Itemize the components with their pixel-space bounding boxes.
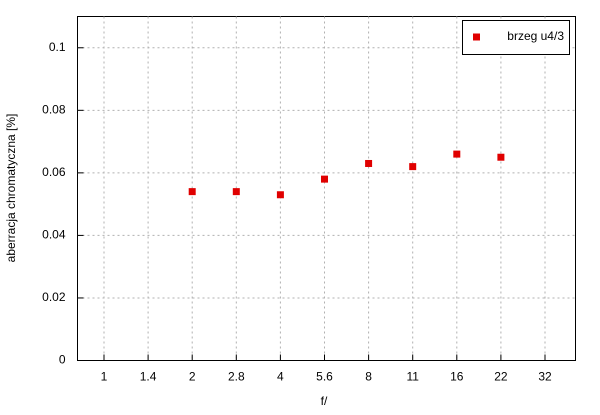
x-tick-label: 8 [365,370,372,384]
x-tick-label: 22 [494,370,508,384]
x-axis-label: f/ [321,394,328,408]
y-tick-label: 0.06 [42,165,66,179]
x-tick-label: 5.6 [316,370,333,384]
legend-marker [473,33,480,41]
point [365,159,373,167]
y-tick-label: 0.08 [42,102,66,116]
y-tick-label: 0 [59,353,66,367]
legend-label: brzeg u4/3 [507,29,564,43]
plot-frame [77,16,576,361]
x-tick-label: 11 [406,370,419,384]
x-tick-label: 2 [189,370,196,384]
y-axis-label: aberracja chromatyczna [%] [4,114,18,263]
x-tick-label: 1.4 [140,370,157,384]
point [276,191,284,199]
point [321,175,328,183]
y-tick-label: 0.1 [49,40,66,54]
x-tick-label: 32 [538,370,552,384]
y-tick-label: 0.02 [42,290,66,304]
x-tick-label: 4 [277,370,284,384]
x-tick-label: 16 [450,370,464,384]
point [188,188,196,196]
legend-box [462,20,570,55]
point [409,163,417,171]
x-tick-label: 2.8 [228,370,245,384]
x-tick-label: 1 [101,370,108,384]
point [497,153,505,161]
point [453,150,461,158]
y-tick-label: 0.04 [42,228,66,242]
point [232,188,240,196]
